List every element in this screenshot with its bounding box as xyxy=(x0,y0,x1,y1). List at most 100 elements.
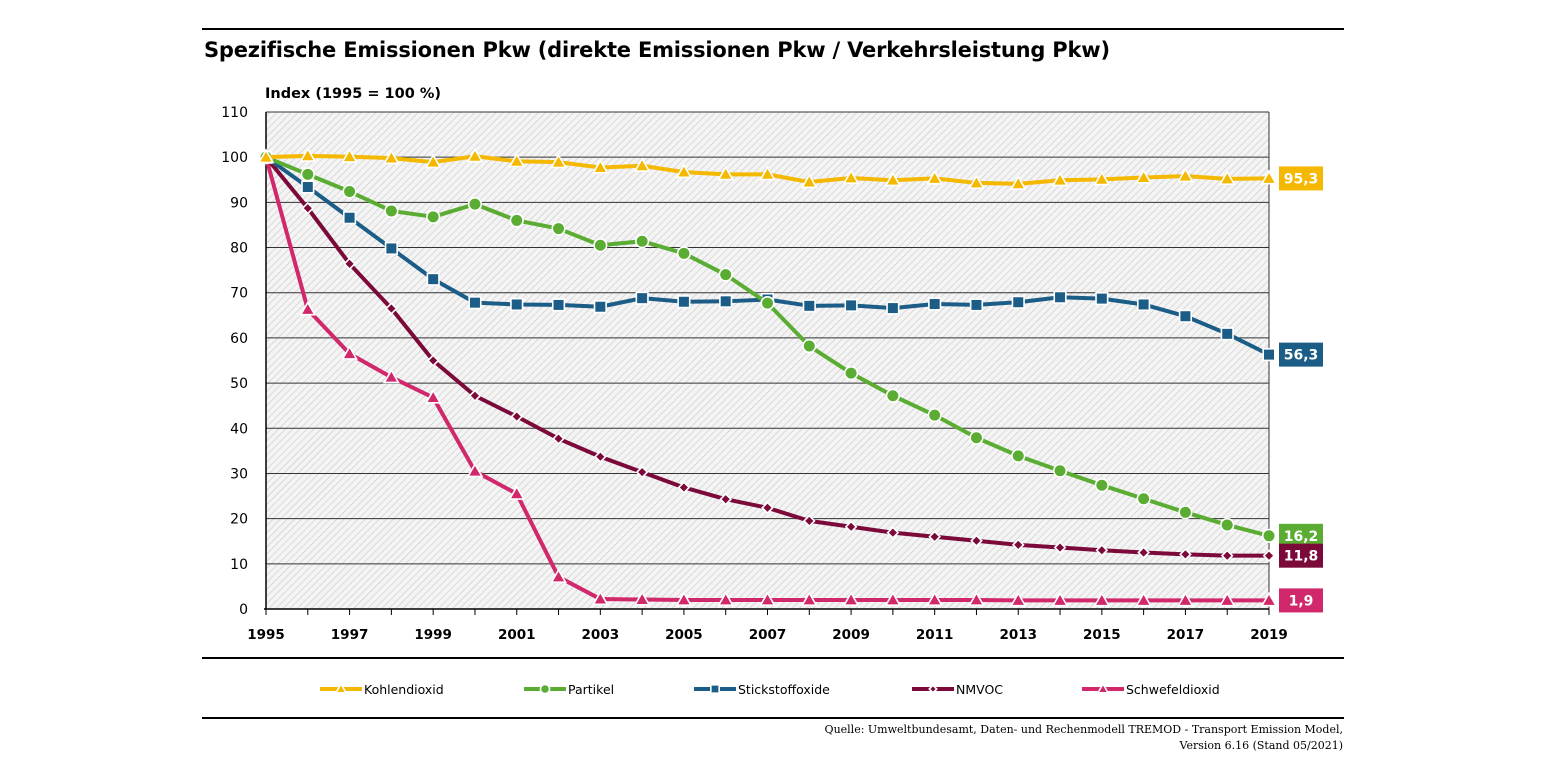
point xyxy=(675,591,693,607)
source-line-1: Quelle: Umweltbundesamt, Daten- und Rech… xyxy=(824,723,1343,736)
x-tick-label: 2007 xyxy=(749,627,787,643)
y-tick-label: 20 xyxy=(230,512,248,528)
point xyxy=(551,221,566,236)
point xyxy=(717,165,735,181)
point xyxy=(884,171,902,187)
gridlines xyxy=(266,111,1270,609)
point xyxy=(1094,478,1109,493)
point xyxy=(710,684,720,694)
x-tick-label: 2005 xyxy=(665,627,703,643)
legend-label: NMVOC xyxy=(956,682,1003,697)
point xyxy=(677,481,691,494)
series-lines xyxy=(257,147,1278,607)
point xyxy=(717,591,735,607)
point xyxy=(593,238,608,253)
legend-label: Partikel xyxy=(568,682,614,697)
end-label-box xyxy=(1279,166,1323,191)
point xyxy=(1220,517,1235,533)
point xyxy=(927,408,942,423)
point xyxy=(842,591,860,607)
point xyxy=(1260,169,1278,185)
point xyxy=(718,267,733,282)
point xyxy=(1093,591,1111,607)
source-line-2: Version 6.16 (Stand 05/2021) xyxy=(1179,739,1343,752)
chart-title: Spezifische Emissionen Pkw (direkte Emis… xyxy=(204,38,1110,62)
point xyxy=(1261,528,1277,543)
legend-item-kohlendioxid: Kohlendioxid xyxy=(320,682,444,697)
point xyxy=(928,684,938,694)
point xyxy=(509,213,524,228)
point xyxy=(1095,292,1109,306)
point xyxy=(1011,295,1025,309)
point xyxy=(1053,541,1067,554)
point xyxy=(677,295,691,309)
legend-item-schwefeldioxid: Schwefeldioxid xyxy=(1082,682,1220,697)
point xyxy=(969,298,984,312)
point xyxy=(635,291,649,305)
plot-area xyxy=(266,112,1269,609)
point xyxy=(926,169,944,185)
y-tick-label: 70 xyxy=(230,286,248,302)
source-note: Quelle: Umweltbundesamt, Daten- und Rech… xyxy=(825,722,1343,754)
point xyxy=(341,148,358,163)
legend-label: Kohlendioxid xyxy=(364,682,444,697)
point xyxy=(843,366,859,381)
point xyxy=(1218,591,1236,607)
point xyxy=(1136,491,1151,506)
point xyxy=(633,157,651,172)
point xyxy=(385,302,398,315)
point xyxy=(884,591,902,607)
point xyxy=(468,296,482,310)
point xyxy=(424,153,442,169)
point xyxy=(466,147,484,163)
point xyxy=(1137,297,1151,312)
point xyxy=(1052,463,1068,478)
y-tick-label: 110 xyxy=(221,105,248,121)
y-tick-label: 60 xyxy=(230,331,248,347)
point xyxy=(1135,168,1153,184)
top-rule xyxy=(202,28,1344,30)
point xyxy=(635,465,649,479)
point xyxy=(1096,682,1110,694)
point xyxy=(301,201,315,215)
point xyxy=(426,272,440,286)
series-partikel xyxy=(258,150,1277,543)
point xyxy=(300,167,315,182)
end-label-text: 95,3 xyxy=(1284,171,1319,187)
point xyxy=(510,297,524,312)
point xyxy=(1218,170,1236,185)
point xyxy=(593,300,607,314)
point xyxy=(968,174,985,189)
point xyxy=(633,590,651,606)
point xyxy=(466,462,484,478)
point xyxy=(886,526,900,539)
point xyxy=(424,388,442,404)
point xyxy=(257,148,275,164)
point xyxy=(802,514,816,528)
y-tick-label: 30 xyxy=(230,466,248,482)
point xyxy=(299,300,317,316)
end-label-kohlendioxid: 95,3 xyxy=(1279,166,1323,191)
point xyxy=(1135,591,1153,607)
point xyxy=(886,301,900,315)
point xyxy=(550,153,567,169)
point xyxy=(551,298,566,312)
point xyxy=(719,294,733,308)
x-tick-label: 2019 xyxy=(1250,627,1288,643)
point xyxy=(1178,309,1193,323)
y-tick-label: 10 xyxy=(230,557,248,573)
point xyxy=(591,590,609,606)
x-tick-label: 2017 xyxy=(1167,627,1205,643)
point xyxy=(926,591,944,607)
point xyxy=(343,257,356,271)
end-label-box xyxy=(1279,543,1323,568)
end-label-text: 16,2 xyxy=(1284,529,1319,545)
point xyxy=(676,246,692,261)
legend: Kohlendioxid Partikel Stickstoffoxide NMVOC… xyxy=(320,682,1220,697)
point xyxy=(468,389,482,403)
x-tick-label: 2003 xyxy=(582,627,620,643)
point xyxy=(800,173,818,189)
point xyxy=(508,485,526,500)
point xyxy=(550,568,567,583)
